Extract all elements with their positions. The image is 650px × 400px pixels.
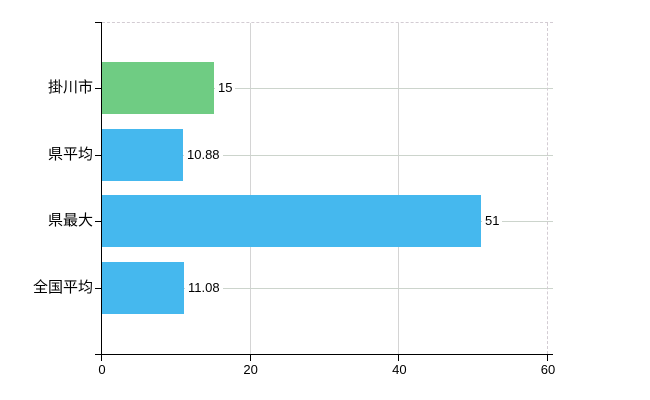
x-axis-tick — [398, 355, 400, 361]
y-axis-line — [101, 22, 102, 354]
vertical-gridline — [249, 23, 251, 354]
vertical-gridline — [398, 23, 400, 354]
x-axis-line — [95, 354, 553, 355]
y-axis-tick — [95, 155, 101, 156]
plot-border-right — [547, 23, 548, 354]
x-tick-label: 40 — [392, 362, 407, 377]
y-axis-tick — [95, 288, 101, 289]
bar-3 — [102, 195, 481, 247]
category-label: 掛川市 — [47, 79, 93, 96]
row-gridline — [102, 88, 553, 89]
bar-value-label: 51 — [482, 213, 503, 228]
bar-value-label: 10.88 — [184, 147, 223, 162]
y-axis-tick — [95, 88, 101, 89]
x-tick-label: 20 — [243, 362, 258, 377]
plot-border-top — [102, 22, 553, 23]
bar-2 — [102, 129, 183, 181]
y-axis-tick — [95, 221, 101, 222]
category-label: 県最大 — [47, 212, 93, 229]
x-axis-tick — [101, 355, 102, 361]
x-axis-tick — [249, 355, 251, 361]
row-gridline — [102, 288, 553, 289]
category-label: 全国平均 — [32, 279, 93, 296]
bar-value-label: 15 — [215, 80, 236, 95]
x-axis-tick — [547, 355, 548, 361]
x-tick-label: 60 — [540, 362, 556, 377]
category-label: 県平均 — [47, 146, 93, 163]
y-axis-top-tick — [95, 22, 101, 23]
bar-4 — [102, 262, 184, 314]
bar-1 — [102, 62, 214, 114]
x-tick-label: 0 — [98, 362, 106, 377]
bar-value-label: 11.08 — [185, 280, 223, 295]
row-gridline — [102, 155, 553, 156]
